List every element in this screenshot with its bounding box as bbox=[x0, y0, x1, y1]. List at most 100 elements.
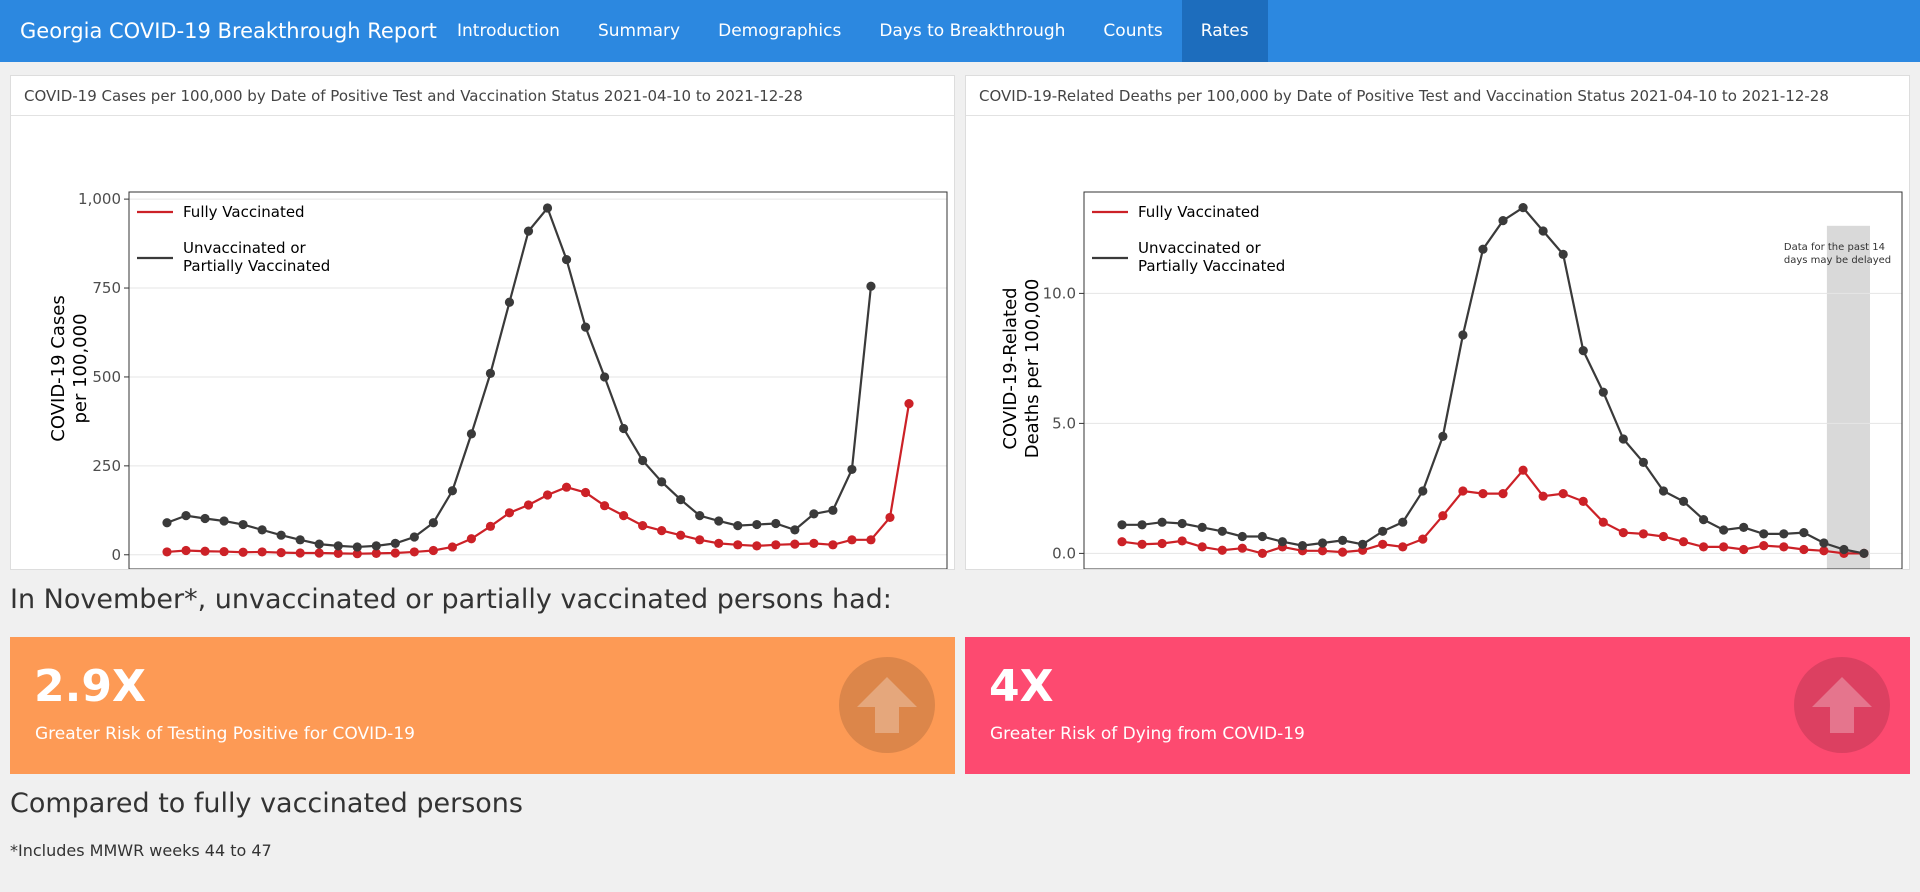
series-point-0 bbox=[200, 546, 210, 556]
series-point-1 bbox=[485, 368, 496, 378]
series-point-0 bbox=[1759, 541, 1769, 551]
series-point-0 bbox=[1317, 546, 1328, 556]
series-point-0 bbox=[1598, 517, 1608, 527]
y-tick-label: 1,000 bbox=[78, 190, 121, 208]
series-point-0 bbox=[580, 487, 591, 498]
series-point-1 bbox=[733, 521, 743, 531]
series-point-1 bbox=[1638, 457, 1649, 467]
series-point-0 bbox=[1518, 465, 1528, 475]
series-point-0 bbox=[1698, 542, 1709, 552]
legend-label: Partially Vaccinated bbox=[1138, 257, 1285, 275]
series-point-0 bbox=[219, 546, 229, 557]
series-point-0 bbox=[1117, 537, 1127, 547]
series-point-1 bbox=[1117, 520, 1127, 530]
series-point-0 bbox=[276, 548, 286, 558]
series-point-1 bbox=[752, 519, 762, 530]
series-point-0 bbox=[352, 549, 362, 559]
series-point-1 bbox=[1257, 531, 1267, 542]
series-point-0 bbox=[733, 540, 743, 550]
series-point-1 bbox=[1478, 244, 1488, 254]
tab-demographics[interactable]: Demographics bbox=[718, 21, 842, 41]
series-point-1 bbox=[523, 226, 534, 236]
series-point-0 bbox=[333, 548, 343, 558]
series-point-1 bbox=[1578, 346, 1588, 356]
series-point-0 bbox=[1719, 542, 1729, 552]
series-point-1 bbox=[866, 281, 876, 291]
series-point-1 bbox=[1779, 529, 1789, 539]
series-point-1 bbox=[1237, 531, 1247, 542]
series-point-0 bbox=[181, 545, 191, 556]
series-point-1 bbox=[1458, 330, 1468, 340]
series-point-0 bbox=[1779, 542, 1789, 552]
series-point-0 bbox=[504, 508, 515, 518]
series-point-1 bbox=[1538, 226, 1548, 236]
series-point-1 bbox=[1658, 486, 1669, 496]
series-point-0 bbox=[1618, 528, 1628, 538]
series-point-0 bbox=[295, 548, 305, 558]
y-tick-label: 750 bbox=[92, 279, 121, 297]
series-point-0 bbox=[714, 538, 724, 548]
series-point-0 bbox=[1799, 544, 1809, 555]
series-point-0 bbox=[828, 540, 838, 550]
series-point-1 bbox=[790, 525, 800, 535]
deaths-risk-subtitle: Greater Risk of Dying from COVID-19 bbox=[990, 724, 1305, 744]
deaths-chart-title: COVID-19-Related Deaths per 100,000 by D… bbox=[966, 76, 1909, 116]
arrow-up-icon bbox=[839, 657, 935, 753]
series-point-1 bbox=[409, 532, 419, 542]
legend-label: Unvaccinated or bbox=[183, 239, 306, 257]
comparison-text: Compared to fully vaccinated persons bbox=[10, 788, 523, 819]
series-point-1 bbox=[847, 464, 857, 475]
series-point-0 bbox=[1558, 489, 1568, 499]
series-point-0 bbox=[561, 482, 572, 492]
series-point-1 bbox=[1378, 526, 1388, 536]
top-navbar: Georgia COVID-19 Breakthrough Report Int… bbox=[0, 0, 1920, 62]
headline: In November*, unvaccinated or partially … bbox=[10, 584, 892, 615]
series-point-1 bbox=[1739, 522, 1749, 532]
series-point-0 bbox=[904, 399, 914, 409]
footnote: *Includes MMWR weeks 44 to 47 bbox=[10, 841, 272, 860]
series-point-0 bbox=[1819, 546, 1829, 556]
deaths-chart-card: COVID-19-Related Deaths per 100,000 by D… bbox=[965, 75, 1910, 570]
series-point-1 bbox=[390, 538, 400, 548]
tab-days-to-breakthrough[interactable]: Days to Breakthrough bbox=[879, 21, 1066, 41]
series-point-1 bbox=[1277, 537, 1288, 547]
series-point-0 bbox=[1177, 536, 1187, 546]
legend-label: Fully Vaccinated bbox=[1138, 203, 1260, 221]
series-point-0 bbox=[1398, 542, 1408, 552]
series-point-1 bbox=[1317, 538, 1328, 548]
series-point-0 bbox=[162, 547, 172, 557]
series-point-1 bbox=[1819, 538, 1829, 548]
deaths-line-chart: 0.05.010.0Apr 19May 17Jun 14Jul 12Aug 09… bbox=[1000, 191, 1903, 569]
series-point-1 bbox=[1719, 525, 1729, 535]
tab-counts[interactable]: Counts bbox=[1103, 21, 1163, 41]
series-point-1 bbox=[466, 429, 477, 439]
deaths-risk-valuebox: 4X Greater Risk of Dying from COVID-19 bbox=[965, 637, 1910, 774]
app-title[interactable]: Georgia COVID-19 Breakthrough Report bbox=[20, 19, 437, 43]
tab-summary[interactable]: Summary bbox=[597, 21, 681, 41]
series-point-0 bbox=[676, 530, 686, 540]
series-point-0 bbox=[257, 547, 267, 557]
series-point-0 bbox=[1658, 531, 1669, 542]
tab-introduction[interactable]: Introduction bbox=[457, 21, 560, 41]
series-point-1 bbox=[1839, 544, 1849, 555]
y-tick-label: 500 bbox=[92, 368, 121, 386]
arrow-up-icon bbox=[1794, 657, 1890, 753]
cases-risk-subtitle: Greater Risk of Testing Positive for COV… bbox=[35, 724, 415, 744]
series-point-1 bbox=[1618, 434, 1628, 444]
series-point-1 bbox=[1698, 515, 1709, 525]
series-point-0 bbox=[1197, 542, 1207, 552]
tab-rates[interactable]: Rates bbox=[1181, 0, 1268, 62]
series-point-0 bbox=[695, 535, 705, 545]
series-point-0 bbox=[1337, 547, 1348, 557]
series-point-1 bbox=[1177, 518, 1187, 529]
series-point-0 bbox=[1378, 539, 1388, 549]
series-point-1 bbox=[1297, 541, 1308, 551]
series-point-1 bbox=[447, 486, 457, 496]
delay-note: Data for the past 14 bbox=[1784, 242, 1885, 253]
series-point-0 bbox=[371, 548, 381, 558]
series-point-1 bbox=[1598, 387, 1608, 397]
series-point-1 bbox=[257, 525, 267, 535]
legend-label: Partially Vaccinated bbox=[183, 257, 330, 275]
series-point-0 bbox=[1458, 486, 1468, 496]
